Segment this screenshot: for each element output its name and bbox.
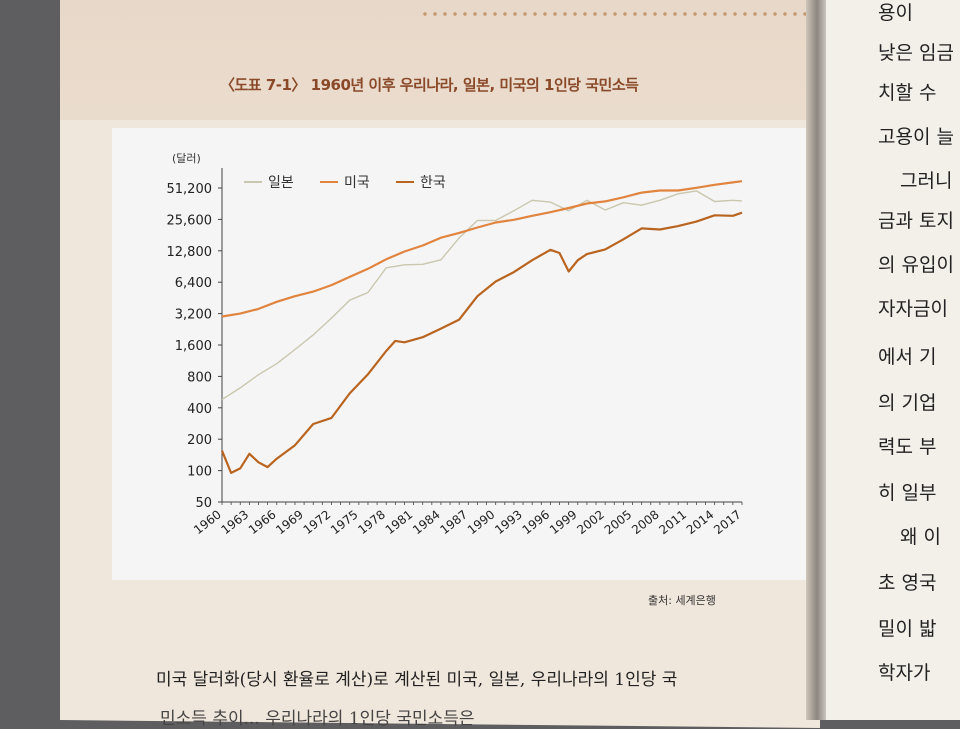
y-tick-label: 50 <box>195 496 212 511</box>
right-page-line: 자자금이 <box>878 298 948 320</box>
body-text-2: 민소득 추이... 우리나라의 1인당 국민소득은 <box>160 709 475 729</box>
x-tick-label: 1999 <box>547 507 580 537</box>
y-tick-label: 400 <box>187 402 212 417</box>
series-line-0 <box>221 190 743 401</box>
legend-label: 한국 <box>420 175 446 191</box>
series-line-1 <box>221 180 743 318</box>
y-tick-label: 1,600 <box>175 339 212 354</box>
x-tick-label: 1990 <box>465 507 498 537</box>
y-axis-label: (달러) <box>172 152 201 165</box>
right-page-line: 의 유입이 <box>878 254 954 276</box>
x-tick-label: 1960 <box>191 507 224 537</box>
x-tick-label: 1987 <box>437 507 470 537</box>
x-tick-label: 1978 <box>355 507 388 537</box>
y-tick-label: 6,400 <box>175 276 212 291</box>
body-text: 미국 달러화(당시 환율로 계산)로 계산된 미국, 일본, 우리나라의 1인당… <box>156 670 678 690</box>
right-page-line: 학자가 <box>878 662 931 684</box>
x-tick-label: 1975 <box>328 507 361 537</box>
y-tick-label: 51,200 <box>167 182 213 197</box>
right-page-line: 치할 수 <box>878 82 937 104</box>
x-tick-label: 2002 <box>574 507 607 537</box>
x-tick-label: 2011 <box>656 507 689 537</box>
right-page-line: 금과 토지 <box>878 210 954 232</box>
figure-caption: 〈도표 7-1〉 1960년 이후 우리나라, 일본, 미국의 1인당 국민소득 <box>220 76 639 94</box>
y-tick-label: 3,200 <box>175 308 212 323</box>
y-tick-label: 100 <box>187 465 212 480</box>
x-tick-label: 2008 <box>629 507 662 537</box>
right-page-line: 밀이 밟 <box>878 618 937 640</box>
right-page-line: 고용이 늘 <box>878 126 954 148</box>
x-tick-label: 2005 <box>602 507 635 537</box>
y-tick-label: 12,800 <box>167 245 213 260</box>
y-tick-label: 25,600 <box>167 213 213 228</box>
series-line-2 <box>220 211 743 474</box>
x-tick-label: 1972 <box>301 507 334 537</box>
x-tick-label: 1993 <box>492 507 525 537</box>
x-tick-label: 2014 <box>684 507 717 537</box>
x-tick-label: 2017 <box>711 507 744 537</box>
book-gutter <box>806 0 828 720</box>
right-page-line: 왜 이 <box>900 526 941 548</box>
chart-source: 출처: 세계은행 <box>648 594 716 607</box>
right-page-line: 력도 부 <box>878 436 937 458</box>
decorative-dot-row <box>420 10 810 18</box>
x-tick-label: 1984 <box>410 507 443 537</box>
x-tick-label: 1963 <box>219 507 252 537</box>
y-tick-label: 800 <box>187 370 212 385</box>
legend-label: 일본 <box>268 175 294 191</box>
right-page-line: 낮은 임금 <box>878 42 954 64</box>
right-page-line: 의 기업 <box>878 392 937 414</box>
x-tick-label: 1966 <box>246 507 279 537</box>
legend-label: 미국 <box>344 175 370 191</box>
right-page-line: 에서 기 <box>878 346 937 368</box>
page-header-band <box>60 0 820 120</box>
right-page-line: 용이 <box>878 2 913 24</box>
x-tick-label: 1969 <box>273 507 306 537</box>
x-tick-label: 1996 <box>520 507 553 537</box>
x-tick-label: 1981 <box>383 507 416 537</box>
y-tick-label: 200 <box>187 433 212 448</box>
right-page-line: 초 영국 <box>878 572 937 594</box>
right-page-line: 히 일부 <box>878 482 937 504</box>
right-page-line: 그러니 <box>900 170 953 192</box>
